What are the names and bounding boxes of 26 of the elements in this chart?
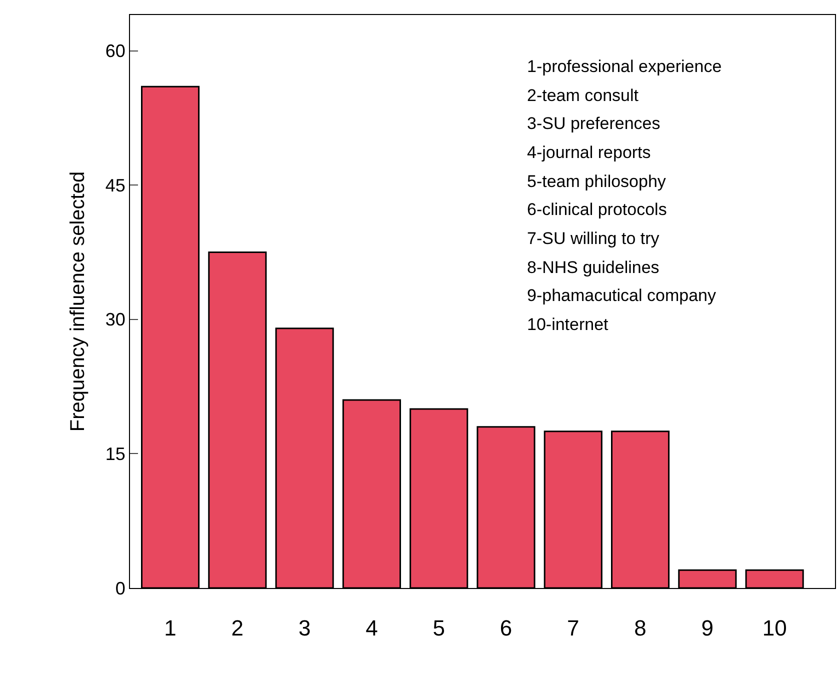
y-tick-label: 60: [105, 41, 126, 62]
annotation: 4-journal reports: [527, 143, 651, 162]
y-tick-label: 15: [105, 444, 126, 464]
annotation: 3-SU preferences: [527, 114, 660, 133]
x-tick-label: 2: [231, 615, 244, 640]
x-tick-label: 3: [298, 615, 311, 640]
y-tick-label: 45: [105, 175, 126, 196]
annotation: 7-SU willing to try: [527, 229, 660, 248]
x-tick-label: 5: [432, 615, 445, 640]
x-tick-label: 1: [164, 615, 176, 640]
annotation: 2-team consult: [527, 86, 639, 105]
y-tick-label: 30: [105, 310, 126, 330]
annotation: 1-professional experience: [527, 57, 722, 76]
x-tick-label: 7: [567, 615, 580, 640]
x-tick-label: 10: [762, 615, 787, 640]
annotation: 8-NHS guidelines: [527, 258, 660, 277]
annotation: 10-internet: [527, 315, 609, 334]
x-tick-label: 6: [500, 615, 512, 640]
annotation: 9-phamacutical company: [527, 286, 716, 305]
x-tick-label: 9: [701, 615, 714, 640]
x-tick-label: 4: [366, 615, 378, 640]
y-tick-label: 0: [115, 578, 126, 598]
y-axis-title: Frequency influence selected: [66, 171, 89, 432]
annotation: 5-team philosophy: [527, 172, 666, 191]
annotation: 6-clinical protocols: [527, 200, 667, 219]
x-tick-label: 8: [634, 615, 646, 640]
